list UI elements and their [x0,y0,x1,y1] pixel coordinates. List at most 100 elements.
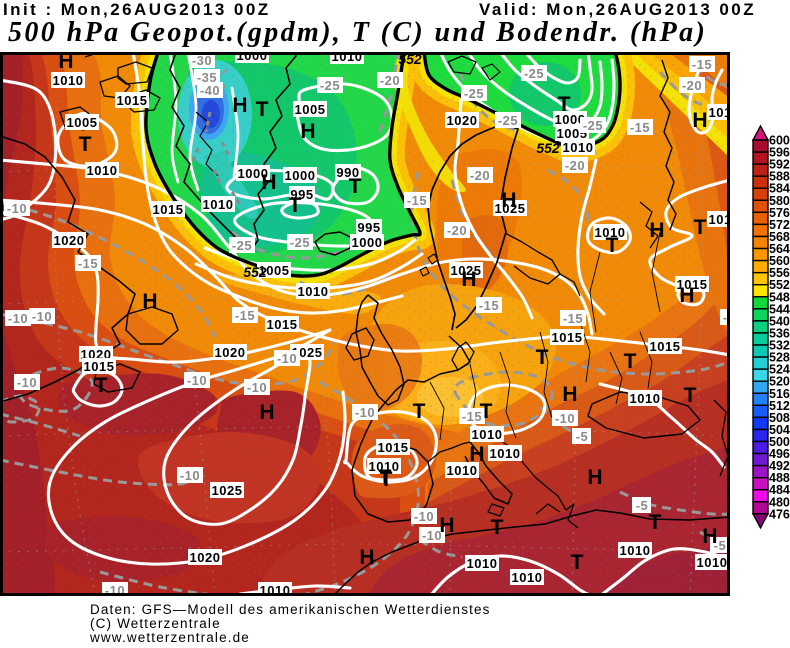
svg-text:560: 560 [769,254,790,268]
svg-text:-15: -15 [462,409,482,424]
svg-text:512: 512 [769,399,790,413]
svg-text:1020: 1020 [54,233,85,248]
svg-text:T: T [558,93,571,116]
svg-text:1025: 1025 [212,483,243,498]
svg-text:564: 564 [769,242,790,256]
svg-text:T: T [413,400,426,423]
svg-text:1010: 1010 [298,284,329,299]
svg-text:-10: -10 [187,373,207,388]
svg-text:-25: -25 [320,78,340,93]
svg-text:1025: 1025 [451,263,482,278]
svg-text:-20: -20 [447,223,467,238]
svg-text:1015: 1015 [267,317,298,332]
svg-text:1020: 1020 [447,113,478,128]
svg-text:-10: -10 [180,468,200,483]
svg-text:T: T [694,216,707,239]
svg-text:-25: -25 [524,66,544,81]
svg-text:1015: 1015 [650,339,681,354]
svg-text:-10: -10 [8,311,28,326]
svg-text:1010: 1010 [595,225,626,240]
svg-text:H: H [142,290,157,313]
svg-text:T: T [289,194,302,217]
svg-text:536: 536 [769,326,790,340]
svg-text:995: 995 [290,187,313,202]
svg-text:476: 476 [769,507,790,521]
svg-text:H: H [587,466,602,489]
svg-text:H: H [461,268,476,291]
svg-text:T: T [684,384,697,407]
svg-text:H: H [692,109,707,132]
svg-text:1020: 1020 [190,550,221,565]
svg-text:508: 508 [769,411,790,425]
svg-text:1005: 1005 [259,263,290,278]
svg-text:492: 492 [769,459,790,473]
svg-text:-20: -20 [682,78,702,93]
svg-text:-30: -30 [192,53,212,68]
svg-text:995: 995 [357,220,380,235]
svg-text:1005: 1005 [67,115,98,130]
svg-text:1010: 1010 [467,556,498,571]
svg-text:-10: -10 [247,380,267,395]
svg-text:1015: 1015 [677,277,708,292]
svg-text:1010: 1010 [87,163,118,178]
svg-text:T: T [571,551,584,574]
svg-text:1010: 1010 [447,463,478,478]
svg-text:H: H [469,443,484,466]
svg-text:480: 480 [769,495,790,509]
svg-text:528: 528 [769,351,790,365]
svg-text:1000: 1000 [237,52,268,63]
svg-text:T: T [95,374,108,397]
svg-text:552: 552 [398,52,422,67]
svg-text:1010: 1010 [490,446,521,461]
svg-text:-15: -15 [78,256,98,271]
svg-text:1000: 1000 [352,235,383,250]
svg-text:-20: -20 [380,73,400,88]
svg-text:T: T [379,466,392,489]
svg-text:532: 532 [769,339,790,353]
svg-text:500: 500 [769,435,790,449]
svg-text:990: 990 [336,165,359,180]
svg-text:H: H [261,171,276,194]
svg-text:524: 524 [769,363,790,377]
svg-text:1025: 1025 [495,201,526,216]
svg-text:548: 548 [769,290,790,304]
svg-text:-10: -10 [7,201,27,216]
svg-text:-15: -15 [692,57,712,72]
svg-text:-10: -10 [105,583,125,596]
svg-text:1010: 1010 [53,73,84,88]
svg-text:584: 584 [769,182,790,196]
svg-text:484: 484 [769,483,790,497]
svg-text:1010: 1010 [203,197,234,212]
svg-text:T: T [256,98,269,121]
svg-text:T: T [649,511,662,534]
svg-text:572: 572 [769,218,790,232]
svg-text:-10: -10 [422,528,442,543]
svg-text:-10: -10 [555,411,575,426]
svg-text:H: H [562,383,577,406]
svg-text:-10: -10 [355,405,375,420]
svg-text:H: H [702,525,717,548]
svg-text:-5: -5 [723,310,730,325]
svg-text:-15: -15 [407,193,427,208]
svg-text:-35: -35 [197,70,217,85]
svg-text:540: 540 [769,314,790,328]
svg-text:544: 544 [769,302,790,316]
svg-text:-10: -10 [32,309,52,324]
svg-text:H: H [359,546,374,569]
svg-text:1015: 1015 [552,330,583,345]
svg-text:-5: -5 [714,538,727,553]
svg-text:580: 580 [769,194,790,208]
svg-text:1010: 1010 [709,212,730,227]
svg-text:1010: 1010 [563,140,594,155]
svg-text:592: 592 [769,158,790,172]
svg-text:1015: 1015 [378,440,409,455]
svg-text:-15: -15 [235,308,255,323]
svg-text:-15: -15 [630,120,650,135]
svg-text:1010: 1010 [697,555,728,570]
svg-text:-25: -25 [498,113,518,128]
svg-text:588: 588 [769,170,790,184]
svg-text:1020: 1020 [215,345,246,360]
svg-text:-20: -20 [565,158,585,173]
svg-text:T: T [349,175,362,198]
svg-text:T: T [624,350,637,373]
